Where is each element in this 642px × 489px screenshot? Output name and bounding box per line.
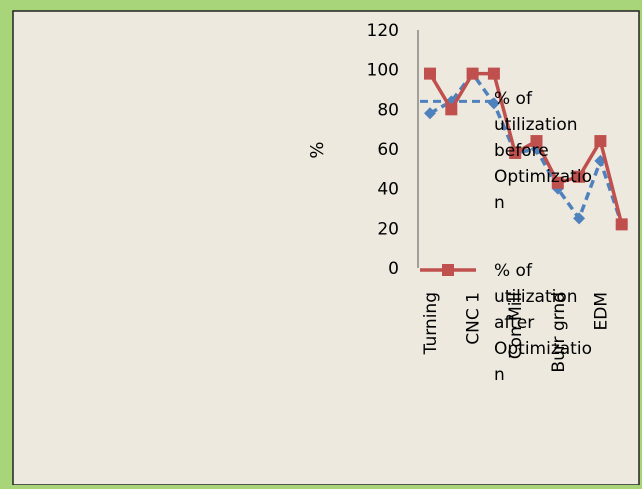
data-point-after — [551, 176, 564, 189]
legend-label: utilization — [494, 115, 578, 135]
legend-label: Optimizatio — [494, 167, 592, 187]
data-point-before — [487, 97, 500, 110]
x-axis-labels: Turning CNC 1 Con Mill Burr grnd EDM — [421, 292, 611, 373]
legend-label: before — [494, 141, 549, 161]
data-point-before — [424, 107, 436, 120]
chart-area — [12, 10, 640, 486]
legend-symbol-marker — [442, 264, 454, 276]
y-tick-label: 60 — [377, 140, 399, 160]
x-tick-label: CNC 1 — [464, 292, 484, 345]
legend-label: % of — [494, 261, 533, 281]
x-tick-label: Con Mill — [506, 292, 526, 359]
legend-label: Optimizatio — [494, 339, 592, 359]
legend-label: n — [494, 365, 505, 385]
legend: % of utilization before Optimizatio n % of uti… — [420, 89, 592, 385]
data-point-after — [509, 146, 522, 159]
legend-label: % of — [494, 89, 533, 109]
x-tick-label: Turning — [421, 292, 441, 355]
y-tick-label: 80 — [377, 100, 399, 120]
y-tick-label: 0 — [388, 259, 399, 279]
y-tick-label: 100 — [367, 61, 399, 81]
series-line — [428, 71, 624, 225]
y-axis-label: % — [307, 141, 328, 158]
series-layer — [420, 67, 628, 231]
data-point-after — [615, 218, 628, 231]
data-point-after — [424, 67, 436, 80]
data-point-before — [573, 212, 586, 225]
x-tick-label: EDM — [591, 292, 611, 331]
data-point-after — [487, 67, 500, 80]
y-axis-ticks: 0 20 40 60 80 100 120 — [367, 21, 399, 279]
y-tick-label: 120 — [367, 21, 399, 41]
series-line — [429, 70, 624, 225]
data-point-after — [573, 170, 586, 183]
x-tick-label: Burr grnd — [549, 292, 569, 373]
y-tick-label: 20 — [377, 219, 399, 239]
legend-label: after — [494, 313, 534, 333]
legend-label: n — [494, 193, 505, 213]
data-point-after — [594, 135, 607, 148]
legend-label: utilization — [494, 287, 578, 307]
y-tick-label: 40 — [377, 180, 399, 200]
data-point-after — [445, 103, 458, 116]
data-point-after — [466, 67, 479, 80]
data-point-after — [530, 135, 543, 148]
